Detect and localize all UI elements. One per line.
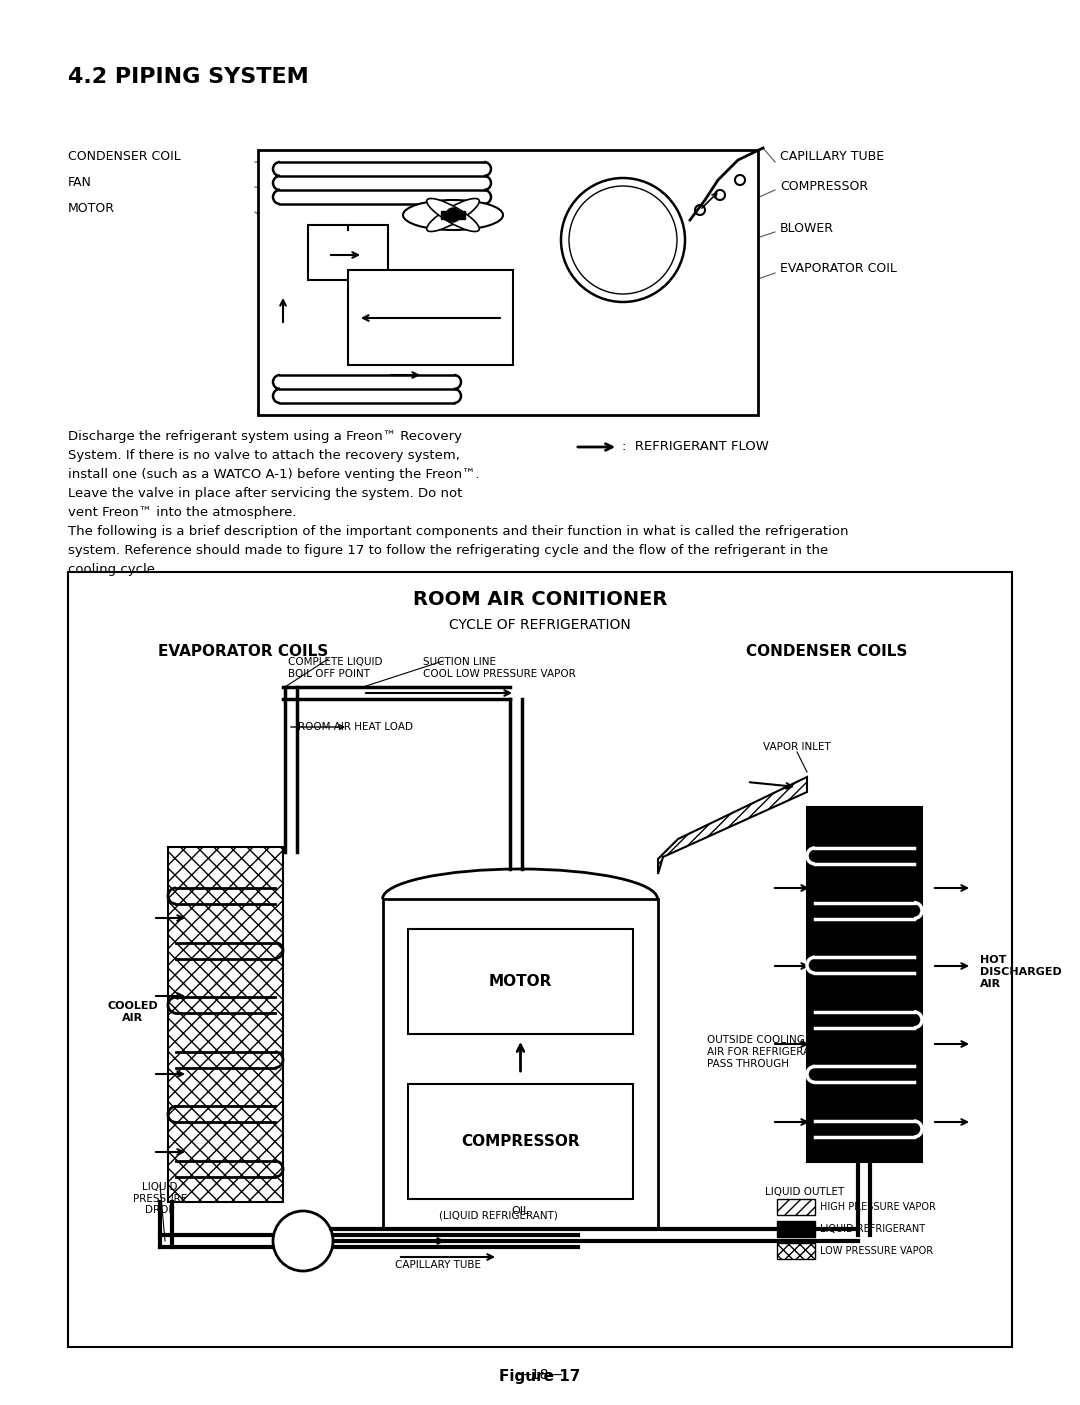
Text: BLOWER: BLOWER: [780, 222, 834, 235]
Circle shape: [446, 208, 460, 222]
Text: cooling cycle.: cooling cycle.: [68, 563, 159, 576]
Text: OUTSIDE COOLING
AIR FOR REFRIGERANT
PASS THROUGH: OUTSIDE COOLING AIR FOR REFRIGERANT PASS…: [707, 1035, 824, 1069]
Text: vent Freon™ into the atmosphere.: vent Freon™ into the atmosphere.: [68, 506, 297, 518]
Bar: [777, 1198, 815, 1215]
Text: LIQUID
PRESSURE
DROP: LIQUID PRESSURE DROP: [133, 1182, 187, 1215]
Text: ROOM AIR HEAT LOAD: ROOM AIR HEAT LOAD: [298, 722, 413, 732]
Text: SUCTION LINE
COOL LOW PRESSURE VAPOR: SUCTION LINE COOL LOW PRESSURE VAPOR: [423, 658, 576, 679]
Text: System. If there is no valve to attach the recovery system,: System. If there is no valve to attach t…: [68, 450, 460, 462]
Text: Discharge the refrigerant system using a Freon™ Recovery: Discharge the refrigerant system using a…: [68, 430, 462, 443]
Polygon shape: [658, 777, 807, 874]
Text: 4.2 PIPING SYSTEM: 4.2 PIPING SYSTEM: [68, 67, 309, 87]
Bar: [408, 929, 633, 1034]
Text: Figure 17: Figure 17: [499, 1368, 581, 1384]
Text: system. Reference should made to figure 17 to follow the refrigerating cycle and: system. Reference should made to figure …: [68, 544, 828, 556]
Text: install one (such as a WATCO A-1) before venting the Freon™.: install one (such as a WATCO A-1) before…: [68, 468, 480, 481]
Circle shape: [569, 185, 677, 294]
Bar: [168, 847, 283, 1203]
Text: OIL: OIL: [511, 1205, 529, 1215]
Bar: [308, 225, 388, 280]
Text: COOLED
AIR: COOLED AIR: [108, 1002, 159, 1023]
Bar: [383, 899, 658, 1229]
Text: (LIQUID REFRIGERANT): (LIQUID REFRIGERANT): [438, 1210, 557, 1220]
Bar: [348, 270, 513, 365]
Text: COMPRESSOR: COMPRESSOR: [461, 1134, 580, 1149]
Text: CYCLE OF REFRIGERATION: CYCLE OF REFRIGERATION: [449, 618, 631, 632]
Bar: [777, 1221, 815, 1236]
Text: —18—: —18—: [517, 1368, 563, 1383]
Ellipse shape: [403, 200, 503, 230]
Text: LOW PRESSURE VAPOR: LOW PRESSURE VAPOR: [820, 1246, 933, 1256]
Circle shape: [561, 178, 685, 302]
Bar: [807, 806, 922, 1162]
Ellipse shape: [427, 198, 480, 232]
Text: COMPLETE LIQUID
BOIL OFF POINT: COMPLETE LIQUID BOIL OFF POINT: [288, 658, 382, 679]
Text: CONDENSER COIL: CONDENSER COIL: [68, 150, 180, 163]
Text: CONDENSER COILS: CONDENSER COILS: [746, 643, 907, 659]
Text: :  REFRIGERANT FLOW: : REFRIGERANT FLOW: [622, 441, 769, 454]
Ellipse shape: [427, 198, 480, 232]
Text: HIGH PRESSURE VAPOR: HIGH PRESSURE VAPOR: [820, 1203, 936, 1213]
Text: EVAPORATOR COILS: EVAPORATOR COILS: [158, 643, 328, 659]
Text: LIQUID OUTLET: LIQUID OUTLET: [765, 1187, 843, 1197]
Text: Leave the valve in place after servicing the system. Do not: Leave the valve in place after servicing…: [68, 488, 462, 500]
Text: CAPILLARY TUBE: CAPILLARY TUBE: [395, 1260, 481, 1270]
Circle shape: [273, 1211, 333, 1272]
Text: FAN: FAN: [68, 177, 92, 190]
Text: LIQUID REFRIGERANT: LIQUID REFRIGERANT: [820, 1224, 926, 1234]
Text: MOTOR: MOTOR: [68, 201, 114, 215]
Text: EVAPORATOR COIL: EVAPORATOR COIL: [780, 263, 896, 275]
Text: VAPOR INLET: VAPOR INLET: [764, 742, 831, 752]
Text: ROOM AIR CONITIONER: ROOM AIR CONITIONER: [413, 590, 667, 608]
Bar: [441, 211, 465, 219]
Text: CAPILLARY TUBE: CAPILLARY TUBE: [780, 150, 885, 163]
Text: The following is a brief description of the important components and their funct: The following is a brief description of …: [68, 525, 849, 538]
Text: HOT
DISCHARGED
AIR: HOT DISCHARGED AIR: [980, 955, 1062, 989]
Text: COMPRESSOR: COMPRESSOR: [780, 180, 868, 192]
Bar: [258, 150, 758, 414]
Text: MOTOR: MOTOR: [489, 974, 552, 989]
Bar: [777, 1243, 815, 1259]
Bar: [408, 1085, 633, 1198]
Bar: [68, 572, 1012, 1347]
